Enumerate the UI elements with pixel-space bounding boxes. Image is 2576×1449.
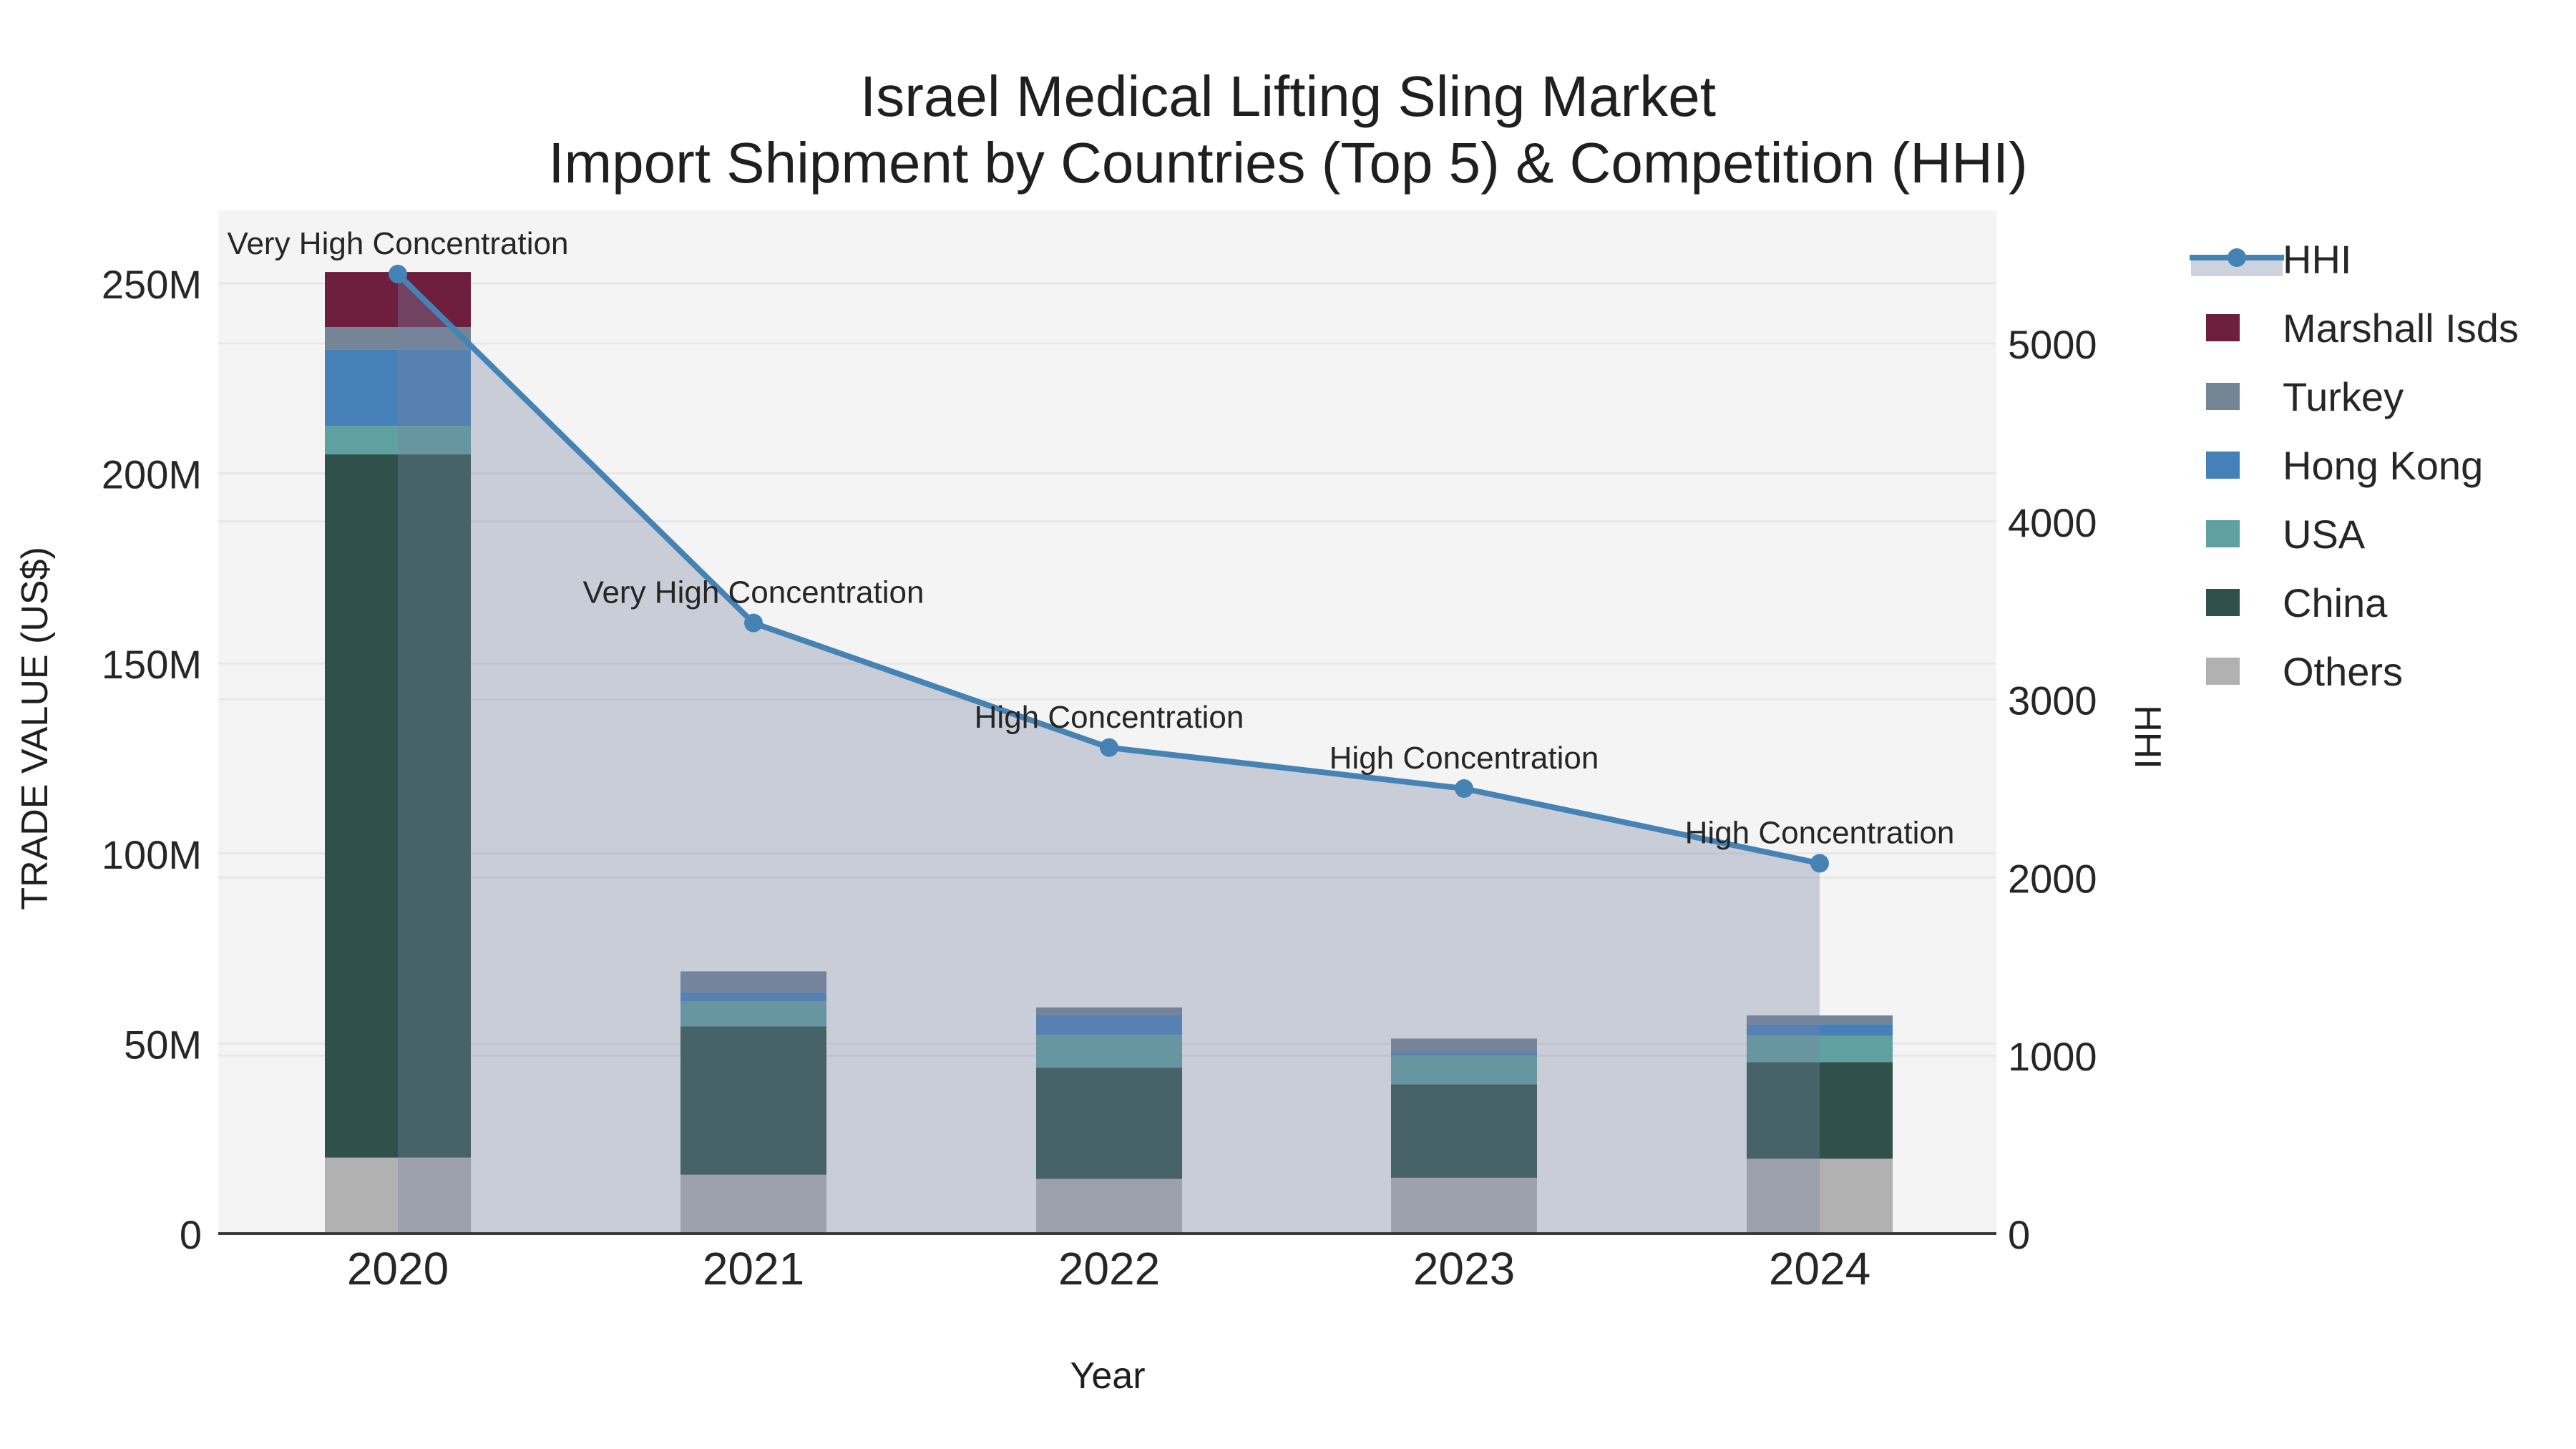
bar-segment-hong-kong-2023	[1391, 1052, 1537, 1055]
bar-segment-others-2021	[680, 1174, 826, 1234]
bar-segment-hong-kong-2020	[325, 349, 471, 426]
legend-swatch	[2206, 520, 2240, 547]
legend-swatch	[2206, 383, 2240, 410]
y-right-tick-label: 0	[2008, 1212, 2030, 1257]
legend-swatch	[2206, 314, 2240, 341]
x-axis-title: Year	[1070, 1355, 1145, 1397]
legend-label: HHI	[2283, 237, 2351, 282]
y-right-tick-label: 5000	[2008, 322, 2097, 367]
bar-segment-turkey-2020	[325, 327, 471, 350]
bar-segment-hong-kong-2021	[680, 992, 826, 1002]
hhi-marker-2023	[1455, 779, 1473, 798]
annotation-2020: Very High Concentration	[228, 226, 569, 261]
legend-swatch	[2206, 589, 2240, 616]
hhi-marker-2022	[1100, 738, 1118, 757]
bar-segment-china-2020	[325, 454, 471, 1158]
bar-segment-china-2022	[1036, 1067, 1182, 1179]
bar-segment-others-2023	[1391, 1177, 1537, 1234]
hhi-marker-2021	[744, 613, 763, 633]
annotation-2024: High Concentration	[1685, 815, 1955, 850]
legend-label: Marshall Isds	[2283, 306, 2519, 351]
legend-swatch	[2206, 658, 2240, 685]
bar-segment-china-2024	[1747, 1062, 1893, 1159]
y-right-tick-label: 3000	[2008, 678, 2097, 723]
bar-segment-others-2024	[1747, 1158, 1893, 1234]
annotation-2022: High Concentration	[975, 700, 1244, 735]
bar-segment-china-2023	[1391, 1084, 1537, 1178]
legend-item-hong-kong: Hong Kong	[2206, 443, 2483, 488]
x-tick-label-2023: 2023	[1413, 1243, 1515, 1294]
bar-segment-others-2022	[1036, 1179, 1182, 1234]
bar-segment-usa-2022	[1036, 1035, 1182, 1068]
legend-item-hhi: HHI	[2190, 237, 2351, 282]
bar-segment-usa-2020	[325, 426, 471, 455]
bar-segment-hong-kong-2022	[1036, 1015, 1182, 1035]
y-right-axis-title: HHI	[2127, 705, 2168, 769]
bar-segment-turkey-2021	[680, 971, 826, 992]
x-tick-label-2021: 2021	[703, 1243, 804, 1294]
y-right-tick-label: 2000	[2008, 856, 2097, 901]
legend-label: USA	[2283, 512, 2366, 557]
bar-segment-hong-kong-2024	[1747, 1024, 1893, 1036]
chart-title-line2: Import Shipment by Countries (Top 5) & C…	[548, 131, 2027, 195]
y-left-axis-title: TRADE VALUE (US$)	[14, 547, 56, 910]
legend-label: Turkey	[2283, 374, 2404, 419]
bar-segment-others-2020	[325, 1157, 471, 1234]
y-left-tick-label: 250M	[102, 262, 202, 307]
legend-label: Hong Kong	[2283, 443, 2483, 488]
y-left-tick-label: 150M	[102, 642, 202, 687]
hhi-marker-2020	[389, 264, 407, 283]
y-left-tick-label: 50M	[124, 1022, 202, 1067]
legend-item-usa: USA	[2206, 512, 2366, 557]
legend-swatch	[2206, 452, 2240, 479]
chart-title-line1: Israel Medical Lifting Sling Market	[860, 64, 1716, 128]
y-right-tick-label: 4000	[2008, 500, 2097, 545]
bar-segment-usa-2024	[1747, 1035, 1893, 1063]
y-left-tick-label: 200M	[102, 452, 202, 497]
y-left-tick-label: 0	[180, 1212, 202, 1257]
legend-label: China	[2283, 580, 2388, 625]
x-tick-label-2020: 2020	[347, 1243, 449, 1294]
plot-layer: Very High Concentration Very High Concent…	[102, 210, 2519, 1294]
legend-hhi-marker	[2228, 248, 2246, 267]
legend-item-turkey: Turkey	[2206, 374, 2404, 419]
y-left-tick-label: 100M	[102, 832, 202, 877]
bar-segment-turkey-2023	[1391, 1038, 1537, 1053]
bar-segment-china-2021	[680, 1026, 826, 1175]
hhi-marker-2024	[1810, 854, 1829, 873]
legend-item-marshall-isds: Marshall Isds	[2206, 306, 2519, 351]
x-tick-label-2024: 2024	[1769, 1243, 1870, 1294]
annotation-2023: High Concentration	[1330, 741, 1599, 776]
bar-segment-usa-2023	[1391, 1055, 1537, 1085]
bar-segment-usa-2021	[680, 1001, 826, 1027]
bar-segment-turkey-2022	[1036, 1007, 1182, 1015]
y-right-tick-label: 1000	[2008, 1034, 2097, 1079]
legend-item-china: China	[2206, 580, 2388, 625]
annotation-2021: Very High Concentration	[583, 575, 924, 610]
legend-label: Others	[2283, 649, 2403, 694]
legend-item-others: Others	[2206, 649, 2403, 694]
bar-segment-turkey-2024	[1747, 1015, 1893, 1025]
x-tick-label-2022: 2022	[1058, 1243, 1160, 1294]
